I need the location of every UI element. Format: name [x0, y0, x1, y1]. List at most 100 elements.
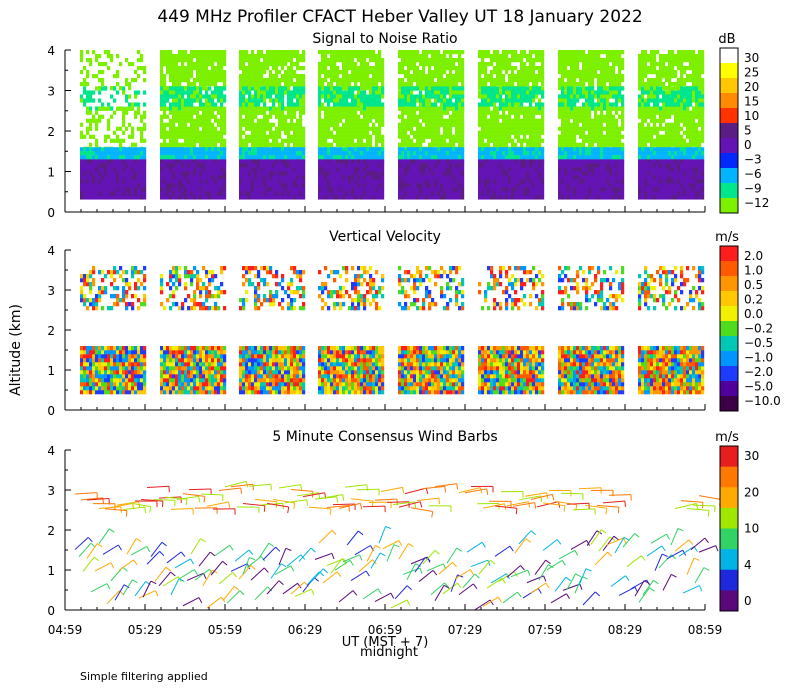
snr-cell — [290, 163, 294, 168]
snr-cell — [434, 82, 438, 87]
snr-cell — [437, 187, 441, 192]
snr-cell — [351, 118, 355, 123]
snr-cell — [535, 167, 539, 172]
snr-cell — [134, 155, 138, 160]
snr-cell — [278, 78, 282, 83]
snr-cell — [131, 130, 135, 135]
snr-cell — [330, 50, 334, 55]
snr-cell — [199, 122, 203, 127]
snr-cell — [558, 155, 562, 160]
snr-cell — [561, 58, 565, 63]
snr-cell — [296, 134, 300, 139]
snr-cell — [172, 62, 176, 67]
snr-cell — [89, 134, 93, 139]
snr-cell — [345, 70, 349, 75]
snr-cell — [163, 114, 167, 119]
snr-cell — [92, 175, 96, 180]
snr-cell — [487, 62, 491, 67]
snr-cell — [413, 78, 417, 83]
snr-cell — [348, 126, 352, 131]
snr-cell — [169, 102, 173, 107]
snr-cell — [434, 147, 438, 152]
snr-cell — [160, 155, 164, 160]
snr-cell — [104, 187, 108, 192]
snr-cell — [443, 90, 447, 95]
snr-cell — [520, 195, 524, 200]
snr-cell — [98, 90, 102, 95]
snr-cell — [529, 163, 533, 168]
snr-cell — [437, 90, 441, 95]
snr-cell — [490, 195, 494, 200]
snr-cell — [502, 179, 506, 184]
snr-cell — [202, 191, 206, 196]
snr-cell — [251, 183, 255, 188]
snr-cell — [496, 54, 500, 59]
snr-cell — [202, 62, 206, 67]
snr-cell — [181, 118, 185, 123]
snr-cell — [461, 118, 465, 123]
snr-cell — [561, 110, 565, 115]
snr-cell — [211, 50, 215, 55]
snr-cell — [508, 86, 512, 91]
snr-cell — [564, 167, 568, 172]
snr-cell — [410, 142, 414, 147]
snr-cell — [110, 175, 114, 180]
snr-cell — [104, 179, 108, 184]
snr-cell — [181, 134, 185, 139]
snr-cell — [511, 90, 515, 95]
snr-cell — [104, 167, 108, 172]
snr-cell — [339, 82, 343, 87]
snr-cell — [351, 122, 355, 127]
snr-cell — [496, 195, 500, 200]
snr-cell — [181, 110, 185, 115]
snr-cell — [336, 187, 340, 192]
snr-cell — [119, 187, 123, 192]
snr-cell — [172, 82, 176, 87]
snr-cell — [564, 114, 568, 119]
snr-cell — [242, 62, 246, 67]
snr-cell — [404, 142, 408, 147]
snr-cell — [538, 142, 542, 147]
snr-cell — [449, 106, 453, 111]
snr-cell — [443, 58, 447, 63]
snr-cell — [446, 130, 450, 135]
snr-cell — [178, 195, 182, 200]
snr-cell — [484, 126, 488, 131]
snr-cell — [478, 62, 482, 67]
snr-cell — [526, 159, 530, 164]
snr-cell — [378, 70, 382, 75]
snr-cell — [478, 54, 482, 59]
snr-cell — [327, 98, 331, 103]
snr-cell — [278, 159, 282, 164]
snr-cell — [321, 126, 325, 131]
snr-cell — [567, 94, 571, 99]
snr-cell — [113, 195, 117, 200]
snr-cell — [558, 147, 562, 152]
snr-cell — [496, 183, 500, 188]
snr-cell — [196, 187, 200, 192]
snr-cell — [478, 195, 482, 200]
snr-cell — [576, 82, 580, 87]
snr-cell — [116, 183, 120, 188]
snr-cell — [502, 122, 506, 127]
snr-cell — [190, 134, 194, 139]
snr-cell — [526, 171, 530, 176]
snr-cell — [431, 151, 435, 156]
snr-cell — [290, 98, 294, 103]
snr-cell — [140, 114, 144, 119]
snr-cell — [302, 82, 306, 87]
snr-cell — [128, 159, 132, 164]
snr-cell — [348, 78, 352, 83]
snr-cell — [499, 54, 503, 59]
snr-cell — [184, 106, 188, 111]
snr-cell — [134, 147, 138, 152]
snr-cell — [169, 134, 173, 139]
snr-cell — [484, 50, 488, 55]
snr-cell — [582, 151, 586, 156]
snr-cell — [166, 163, 170, 168]
snr-cell — [579, 167, 583, 172]
snr-cell — [160, 191, 164, 196]
snr-cell — [508, 122, 512, 127]
snr-cell — [461, 159, 465, 164]
snr-cell — [532, 94, 536, 99]
